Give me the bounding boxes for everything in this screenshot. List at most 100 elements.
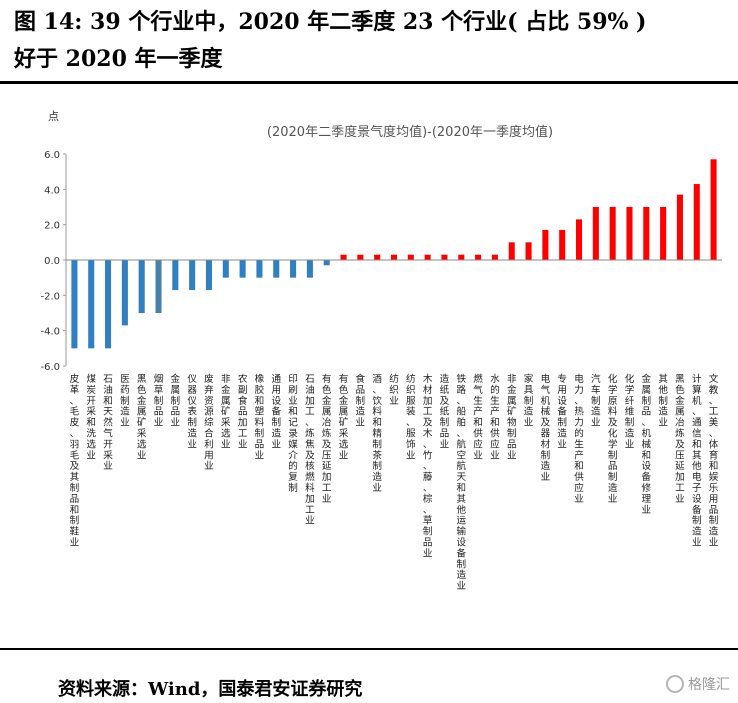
bar	[374, 254, 381, 260]
x-tick-label: 造纸及纸制品业	[440, 373, 450, 450]
bar	[88, 260, 95, 349]
bar	[105, 260, 112, 349]
bar	[273, 260, 280, 278]
bar	[121, 260, 128, 326]
bar	[609, 207, 616, 260]
x-tick-label: 化学原料及化学制品制造业	[608, 373, 618, 505]
x-tick-label: 有色金属冶炼及压延加工业	[322, 373, 332, 505]
bar	[239, 260, 246, 278]
bottom-rule	[0, 648, 738, 650]
x-tick-label: 医药制造业	[120, 374, 130, 429]
x-tick-label: 木材加工及木、竹、藤、棕、草制品业	[423, 373, 433, 559]
figure-title: 图 14: 39 个行业中，2020 年二季度 23 个行业( 占比 59% )…	[14, 4, 734, 78]
bar	[592, 207, 599, 260]
x-tick-label: 印刷业和记录媒介的复制	[288, 373, 298, 494]
bar	[290, 260, 297, 278]
x-tick-label: 铁路、船舶、航空航天和其他运输设备制造业	[456, 373, 466, 592]
bar	[508, 242, 515, 260]
bar	[626, 207, 633, 260]
bar	[172, 260, 179, 291]
bar	[710, 159, 717, 260]
bar	[256, 260, 263, 278]
x-tick-label: 非金属矿物制品业	[507, 373, 517, 461]
bar	[71, 260, 78, 349]
x-tick-label: 化学纤维制造业	[625, 373, 635, 450]
x-tick-label: 石油和天然气开采业	[103, 374, 113, 472]
x-tick-label: 食品制造业	[356, 373, 366, 429]
x-tick-label: 纺织业	[389, 373, 399, 407]
bar	[340, 254, 347, 260]
x-tick-label: 橡胶和塑料制品业	[255, 373, 265, 461]
bars	[71, 159, 717, 349]
bar	[441, 254, 448, 260]
x-tick-label: 家具制造业	[524, 373, 534, 429]
watermark-logo-icon	[666, 675, 684, 693]
figure-title-line1: 图 14: 39 个行业中，2020 年二季度 23 个行业( 占比 59% )	[14, 9, 647, 35]
x-tick-label: 皮革、毛皮、羽毛及其制品和制鞋业	[70, 373, 80, 549]
y-tick-label: -4.0	[40, 327, 60, 338]
bar	[138, 260, 145, 313]
x-tick-label: 专用设备制造业	[557, 373, 567, 450]
bar	[491, 254, 498, 260]
x-tick-label: 农副食品加工业	[238, 373, 248, 450]
bar	[542, 229, 549, 260]
x-tick-label: 计算机、通信和其他电子设备制造业	[692, 373, 702, 549]
x-tick-label: 黑色金属冶炼及压延加工业	[675, 374, 685, 505]
x-tick-label: 金属制品业	[171, 373, 181, 429]
x-axis-labels: 皮革、毛皮、羽毛及其制品和制鞋业煤炭开采和洗选业石油和天然气开采业医药制造业黑色…	[70, 373, 719, 592]
x-tick-label: 烟草制品业	[154, 373, 164, 429]
bar	[306, 260, 313, 278]
x-tick-label: 酒、饮料和精制茶制造业	[372, 374, 382, 494]
bar	[475, 254, 482, 260]
bar	[660, 207, 667, 260]
y-axis-unit-label: 点	[48, 110, 59, 123]
y-axis: 6.0 4.0 2.0 0.0 -2.0 -4.0 -6.0	[40, 150, 66, 373]
x-tick-label: 水的生产和供应业	[490, 373, 500, 461]
y-tick-label: -2.0	[40, 291, 60, 302]
bar	[205, 260, 213, 291]
x-tick-label: 废弃资源综合利用业	[204, 373, 214, 472]
chart-title: (2020年二季度景气度均值)-(2020年一季度均值)	[267, 124, 553, 140]
figure-title-line2: 好于 2020 年一季度	[14, 46, 223, 72]
x-tick-label: 仪器仪表制造业	[187, 374, 197, 450]
watermark-text: 格隆汇	[688, 676, 730, 692]
bar	[676, 194, 683, 260]
x-tick-label: 其他制造业	[658, 374, 668, 429]
bar	[155, 260, 162, 313]
y-tick-label: 2.0	[44, 221, 60, 232]
x-tick-label: 石油加工、炼焦及核燃料加工业	[305, 374, 315, 527]
bar	[357, 254, 364, 260]
x-tick-label: 煤炭开采和洗选业	[86, 373, 96, 461]
x-tick-label: 非金属矿采选业	[221, 373, 231, 450]
bar	[424, 254, 431, 260]
bar	[575, 219, 583, 260]
x-tick-label: 纺织服装、服饰业	[406, 373, 416, 461]
chart: 点 (2020年二季度景气度均值)-(2020年一季度均值) 6.0 4.0 2.0…	[40, 110, 722, 592]
bar	[323, 260, 330, 266]
bar	[390, 254, 398, 260]
x-tick-label: 电力、热力的生产和供应业	[574, 373, 584, 505]
x-tick-label: 燃气生产和供应业	[473, 373, 483, 461]
top-rule	[0, 81, 738, 84]
x-tick-label: 通用设备制造业	[271, 374, 281, 450]
watermark: 格隆汇	[666, 674, 730, 694]
x-tick-label: 有色金属矿采选业	[339, 373, 349, 461]
bar	[693, 184, 700, 260]
bar	[458, 254, 465, 260]
x-tick-label: 金属制品、机械和设备修理业	[642, 373, 652, 516]
bar	[189, 260, 196, 291]
y-tick-label: 0.0	[44, 256, 60, 267]
bar	[222, 260, 229, 278]
bar	[643, 207, 650, 260]
y-tick-label: 4.0	[44, 185, 60, 196]
x-tick-label: 汽车制造业	[591, 373, 601, 429]
bar	[407, 254, 414, 260]
x-tick-label: 文教、工美、体育和娱乐用品制造业	[709, 373, 719, 549]
x-tick-label: 电气机械及器材制造业	[541, 373, 551, 483]
y-tick-label: 6.0	[44, 150, 60, 161]
bar	[559, 229, 566, 260]
y-tick-label: -6.0	[40, 362, 60, 373]
source-note: 资料来源：Wind，国泰君安证券研究	[58, 679, 363, 700]
x-tick-label: 黑色金属矿采选业	[137, 374, 147, 461]
bar	[525, 242, 532, 260]
